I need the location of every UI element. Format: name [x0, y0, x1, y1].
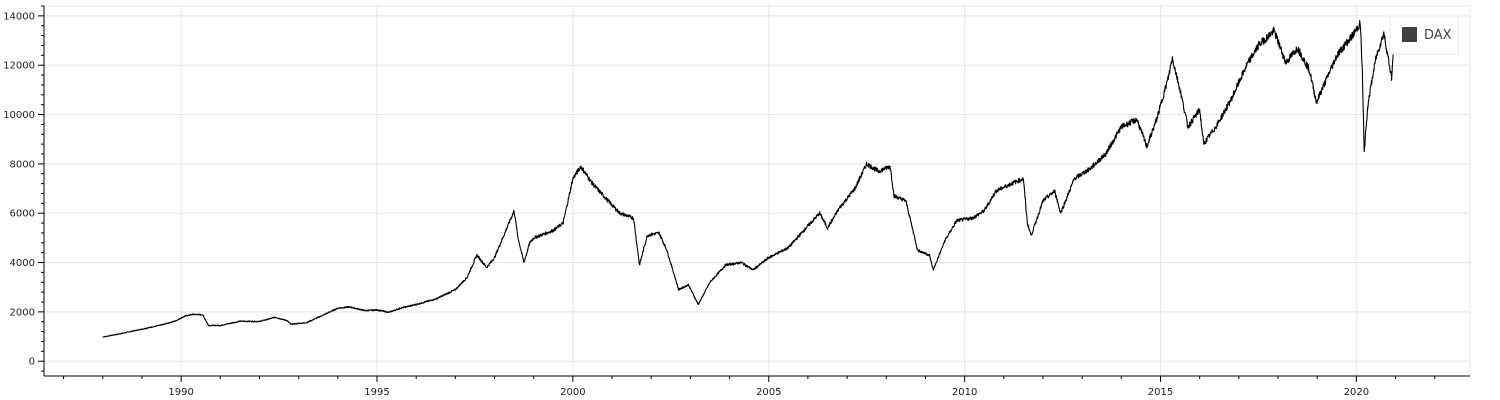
- y-tick-label-0: 0: [29, 357, 35, 368]
- x-tick-label-1995: 1995: [364, 387, 389, 398]
- x-tick-label-2005: 2005: [756, 387, 781, 398]
- y-tick-label-6000: 6000: [10, 209, 35, 220]
- legend-label-dax: DAX: [1424, 28, 1452, 43]
- legend-swatch-dax: [1402, 27, 1417, 42]
- y-tick-label-14000: 14000: [3, 11, 35, 22]
- y-tick-label-2000: 2000: [10, 307, 35, 318]
- x-tick-label-1990: 1990: [168, 387, 193, 398]
- gridlines: [44, 5, 1471, 376]
- x-tick-label-2010: 2010: [952, 387, 977, 398]
- y-tick-label-10000: 10000: [3, 110, 35, 121]
- legend[interactable]: DAX: [1389, 15, 1459, 55]
- x-tick-label-2015: 2015: [1148, 387, 1173, 398]
- series-layer: [102, 19, 1395, 338]
- axes: 1990 1995 2000 2005 2010 2015 2020 0 2000 4000 600…: [3, 5, 1470, 398]
- series-line-dax: [102, 19, 1395, 338]
- legend-box: [1389, 15, 1459, 55]
- y-tick-label-8000: 8000: [10, 159, 35, 170]
- x-tick-label-2020: 2020: [1344, 387, 1369, 398]
- y-tick-label-12000: 12000: [3, 61, 35, 72]
- y-tick-label-4000: 4000: [10, 258, 35, 269]
- x-tick-label-2000: 2000: [560, 387, 585, 398]
